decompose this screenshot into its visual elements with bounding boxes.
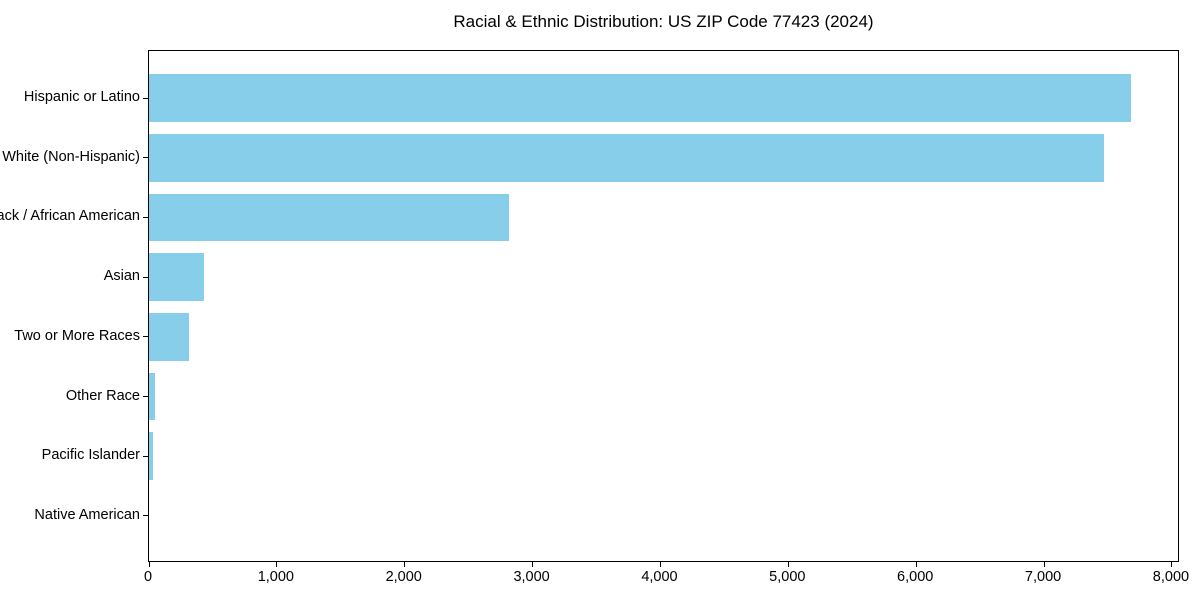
y-tick-label: Native American [34, 506, 140, 523]
x-tick-label: 2,000 [385, 569, 422, 585]
x-tick-label: 5,000 [769, 569, 806, 585]
x-tick-mark [276, 562, 278, 567]
x-tick-label: 0 [143, 569, 153, 585]
y-tick-label: Hispanic or Latino [23, 89, 140, 106]
y-tick-label: Pacific Islander [41, 447, 140, 464]
y-tick-label: Two or More Races [14, 327, 140, 344]
x-tick-mark [404, 562, 406, 567]
x-tick-label: 7,000 [1024, 569, 1062, 585]
bar [149, 253, 204, 302]
bar [149, 312, 190, 361]
x-tick-mark [1171, 562, 1173, 567]
y-tick-mark [143, 455, 148, 457]
bar [149, 133, 1104, 182]
x-tick-mark [659, 562, 661, 567]
x-tick-label: 8,000 [1152, 569, 1190, 585]
y-tick-mark [143, 157, 148, 159]
x-tick-mark [532, 562, 534, 567]
bar [149, 74, 1132, 122]
y-tick-mark [143, 336, 148, 338]
y-tick-mark [143, 97, 148, 99]
x-tick-label: 3,000 [513, 569, 550, 585]
y-tick-label: White (Non-Hispanic) [2, 148, 140, 165]
x-tick-label: 4,000 [641, 569, 678, 585]
x-tick-mark [915, 562, 917, 567]
bar [149, 193, 509, 242]
chart-title: Racial & Ethnic Distribution: US ZIP Cod… [453, 12, 874, 31]
bar [149, 432, 153, 481]
x-tick-mark [148, 562, 150, 567]
x-tick-mark [1043, 562, 1045, 567]
x-tick-label: 1,000 [257, 569, 295, 585]
y-tick-label: Black / African American [0, 208, 140, 225]
y-tick-mark [143, 396, 148, 397]
y-tick-label: Asian [103, 268, 140, 285]
plot-area [143, 50, 1179, 567]
y-axis-labels: Hispanic or Latino White (Non-Hispanic) Bl… [0, 50, 140, 562]
y-tick-mark [143, 276, 148, 278]
y-tick-mark [143, 515, 148, 517]
x-tick-label: 6,000 [897, 569, 934, 585]
y-tick-label: Other Race [65, 387, 140, 404]
bar [149, 372, 156, 421]
x-axis-labels: 0 1,000 2,000 3,000 4,000 5,000 6,000 7,000 8,00… [144, 563, 1189, 587]
x-tick-mark [787, 562, 789, 567]
y-tick-mark [143, 216, 148, 218]
